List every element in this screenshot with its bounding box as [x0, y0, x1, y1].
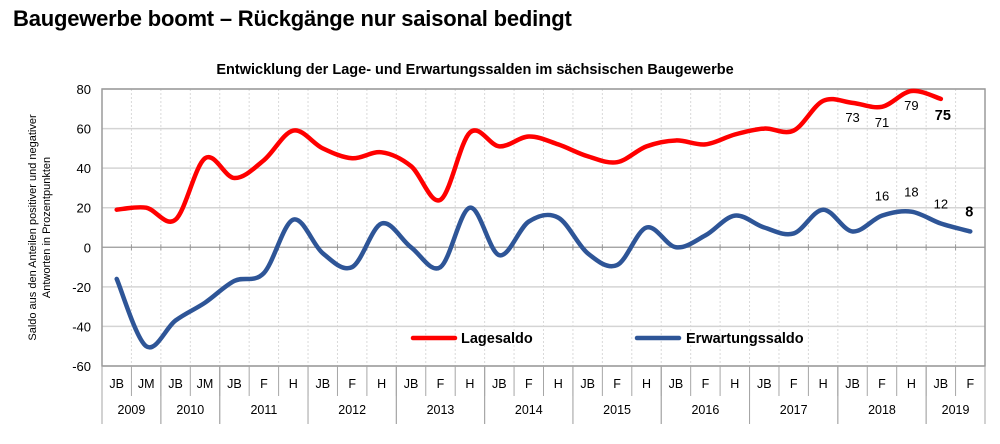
y-tick-label: 40	[77, 161, 91, 176]
x-tick-label: JB	[168, 377, 183, 391]
y-axis-label-line: Antworten in Prozentpunkten	[41, 157, 53, 298]
x-tick-label: H	[907, 377, 916, 391]
x-tick-label: JB	[109, 377, 124, 391]
x-tick-label: F	[437, 377, 445, 391]
data-label: 8	[965, 204, 973, 220]
x-year-label: 2009	[118, 403, 146, 417]
series-lines	[114, 88, 973, 350]
legend-label: Erwartungssaldo	[686, 331, 804, 347]
series-line-erwartungssaldo	[114, 205, 973, 350]
y-tick-label: 80	[77, 82, 91, 97]
x-year-label: 2013	[427, 403, 455, 417]
x-tick-label: F	[260, 377, 268, 391]
x-year-label: 2014	[515, 403, 543, 417]
y-tick-label: -20	[72, 280, 91, 295]
x-tick-label: H	[554, 377, 563, 391]
y-axis-label: Saldo aus den Anteilen positiver und neg…	[27, 114, 53, 341]
x-year-label: 2016	[691, 403, 719, 417]
x-tick-label: H	[289, 377, 298, 391]
y-tick-label: 20	[77, 201, 91, 216]
legend-label: Lagesaldo	[461, 331, 533, 347]
y-axis-ticks: 80 60 40 20 0 -20 -40 -60	[72, 82, 91, 374]
chart-title: Entwicklung der Lage- und Erwartungssald…	[216, 62, 733, 78]
y-axis-label-line: Saldo aus den Anteilen positiver und neg…	[27, 114, 39, 341]
data-label: 75	[935, 108, 951, 124]
x-year-label: 2012	[338, 403, 366, 417]
x-tick-label: JM	[197, 377, 214, 391]
y-tick-label: -60	[72, 359, 91, 374]
x-tick-label: JB	[404, 377, 419, 391]
x-year-label: 2010	[176, 403, 204, 417]
x-tick-label: JB	[315, 377, 330, 391]
x-year-label: 2011	[250, 403, 277, 417]
y-tick-label: -40	[72, 319, 91, 334]
x-tick-label: F	[348, 377, 356, 391]
x-tick-label: JB	[845, 377, 860, 391]
x-tick-label: H	[642, 377, 651, 391]
data-label: 16	[875, 189, 889, 204]
data-label: 73	[845, 110, 859, 125]
x-tick-label: F	[790, 377, 798, 391]
headline: Baugewerbe boomt – Rückgänge nur saisona…	[13, 6, 572, 31]
x-tick-label: H	[465, 377, 474, 391]
x-tick-label: F	[966, 377, 974, 391]
data-label: 79	[904, 98, 918, 113]
data-label: 71	[875, 115, 889, 130]
data-labels: 73 71 79 75 16 18 12 8	[845, 98, 973, 220]
x-tick-label: F	[702, 377, 710, 391]
x-tick-label: F	[613, 377, 621, 391]
y-tick-label: 0	[84, 240, 91, 255]
x-tick-label: JB	[757, 377, 772, 391]
data-label: 18	[904, 185, 918, 200]
x-tick-label: F	[525, 377, 533, 391]
x-tick-label: JB	[669, 377, 684, 391]
x-tick-label: H	[730, 377, 739, 391]
x-tick-label: H	[819, 377, 828, 391]
x-year-label: 2019	[942, 403, 970, 417]
series-line-lagesaldo	[114, 88, 944, 224]
x-tick-label: JB	[934, 377, 949, 391]
y-tick-label: 60	[77, 122, 91, 137]
x-year-label: 2017	[780, 403, 808, 417]
x-tick-label: JB	[492, 377, 507, 391]
x-year-label: 2015	[603, 403, 631, 417]
x-tick-label: F	[878, 377, 886, 391]
x-tick-label: JM	[138, 377, 155, 391]
x-axis: JB JM JB JM JB F H JB F H JB F H JB F H JB F H JB F H JB F H JB F H…	[101, 366, 986, 424]
x-tick-label: JB	[580, 377, 595, 391]
legend: Lagesaldo Erwartungssaldo	[410, 331, 804, 347]
x-tick-label: H	[377, 377, 386, 391]
gridlines	[101, 88, 986, 367]
x-tick-label: JB	[227, 377, 242, 391]
data-label: 12	[934, 197, 948, 212]
x-year-label: 2018	[868, 403, 896, 417]
